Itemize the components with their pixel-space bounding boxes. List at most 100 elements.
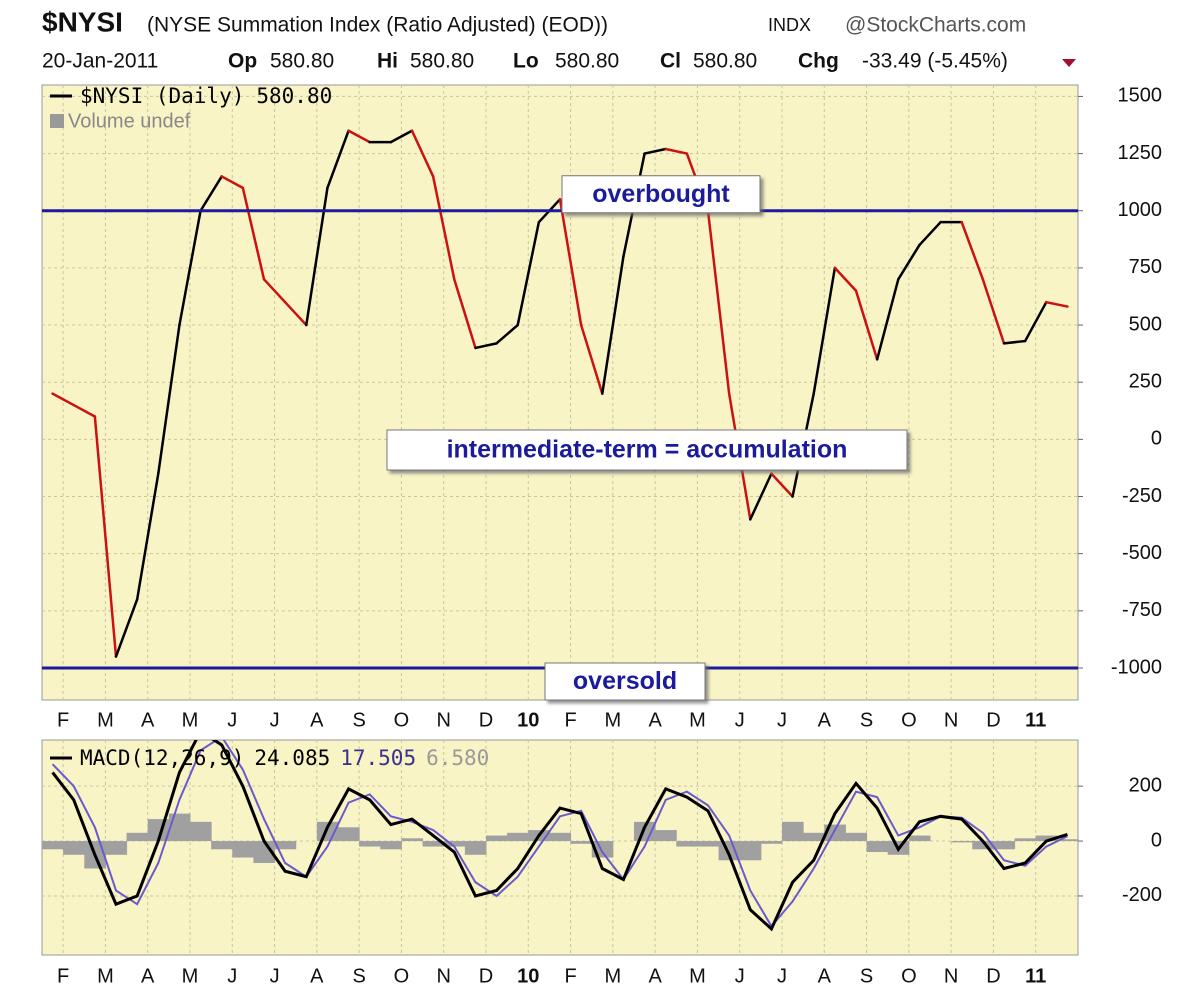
x-tick-label: N: [436, 965, 450, 987]
histogram-bar: [422, 841, 445, 847]
index-segment: [601, 255, 625, 395]
histogram-bar: [274, 841, 297, 850]
x-tick-label: S: [352, 709, 365, 731]
volume-icon: [50, 114, 64, 128]
index-segment: [262, 278, 287, 304]
legend-part: 24.085: [254, 746, 330, 770]
lo-label: Lo: [513, 50, 539, 73]
series-line: [51, 740, 1068, 928]
index-segment: [72, 403, 97, 418]
x-tick-label: F: [564, 709, 576, 731]
index-segment: [1023, 300, 1048, 343]
index-segment: [93, 415, 118, 658]
date: 20-Jan-2011: [42, 50, 158, 73]
y-tick-label: -200: [1122, 884, 1162, 906]
lo: 580.80: [555, 50, 619, 73]
cl: 580.80: [693, 50, 757, 73]
index-segment: [326, 129, 350, 190]
x-tick-label: D: [479, 709, 493, 731]
index-segment: [664, 147, 689, 155]
x-tick-label: M: [182, 965, 199, 987]
exchange: INDX: [768, 15, 811, 35]
x-tick-label: J: [735, 965, 745, 987]
y-tick-label: 500: [1129, 313, 1162, 335]
op-label: Op: [228, 50, 257, 73]
index-segment: [579, 323, 604, 395]
histogram-bar: [1056, 839, 1078, 842]
x-tick-label: S: [352, 965, 365, 987]
histogram-bar: [338, 827, 360, 842]
histogram-bar: [211, 841, 233, 850]
y-tick-label: 0: [1151, 829, 1162, 851]
y-tick-label: -1000: [1111, 656, 1162, 678]
histogram-bar: [42, 841, 64, 850]
y-tick-label: -250: [1122, 485, 1162, 507]
x-tick-label: N: [944, 965, 958, 987]
index-segment: [643, 147, 667, 155]
x-tick-label: 11: [1025, 965, 1046, 987]
overbought-label: overbought: [592, 180, 730, 208]
legend-part: MACD(12,26,9): [80, 746, 244, 770]
x-tick-label: M: [605, 709, 622, 731]
source: @StockCharts.com: [845, 14, 1026, 37]
histogram-bar: [168, 813, 191, 842]
histogram-bar: [739, 841, 762, 861]
y-tick-label: 250: [1129, 370, 1162, 392]
index-segment: [749, 472, 773, 521]
x-tick-label: F: [564, 965, 576, 987]
legend-value: 580.80: [256, 84, 332, 108]
plot-layer: [42, 740, 1078, 955]
histogram-bar: [105, 841, 128, 855]
x-tick-label: 10: [517, 965, 539, 987]
chg-label: Chg: [798, 50, 839, 73]
overbought-label-box: [561, 175, 761, 214]
x-tick-label: F: [57, 965, 69, 987]
histogram-bar: [126, 832, 149, 842]
x-tick-label: D: [986, 709, 1000, 731]
macd-legend: MACD(12,26,9) 24.085 17.505 6.580: [80, 746, 489, 770]
histogram-bar: [697, 841, 720, 847]
index-segment: [474, 342, 498, 350]
y-tick-label: 1250: [1118, 142, 1163, 164]
index-segment: [1002, 339, 1027, 345]
histogram-bar: [443, 841, 466, 847]
index-segment: [918, 220, 942, 247]
x-tick-label: A: [141, 709, 155, 731]
x-tick-label: 10: [517, 709, 539, 731]
histogram-bar: [1014, 838, 1037, 842]
x-tick-label: A: [818, 965, 832, 987]
legend-part: 6.580: [426, 746, 489, 770]
histogram-bar: [359, 841, 381, 847]
histogram-bar: [824, 824, 846, 842]
x-tick-label: M: [182, 709, 199, 731]
x-tick-label: S: [860, 965, 873, 987]
y-tick-label: 0: [1151, 428, 1162, 450]
histogram-bar: [570, 841, 593, 844]
x-tick-label: A: [648, 709, 662, 731]
op: 580.80: [270, 50, 334, 73]
legend-label: $NYSI (Daily): [80, 84, 244, 108]
down-arrow: [1062, 59, 1076, 67]
main-panel: [41, 84, 1079, 701]
x-tick-label: D: [986, 965, 1000, 987]
macd-panel: [41, 739, 1079, 956]
x-tick-label: A: [141, 965, 155, 987]
histogram-bar: [1035, 835, 1058, 842]
x-tick-label: A: [310, 709, 324, 731]
histogram-bar: [993, 841, 1016, 850]
y-tick-label: 200: [1129, 774, 1162, 796]
histogram-bar: [803, 832, 825, 842]
histogram-bar: [951, 841, 973, 843]
histogram-bar: [908, 835, 931, 842]
index-segment: [495, 323, 519, 345]
histogram-bar: [549, 832, 572, 842]
histogram-bar: [380, 841, 402, 850]
histogram-bar: [655, 830, 677, 842]
index-segment: [410, 129, 435, 178]
x-tick-label: N: [436, 709, 450, 731]
index-segment: [453, 278, 477, 350]
annotation: intermediate-term = accumulation: [447, 436, 848, 464]
histogram-bar: [464, 841, 487, 855]
histogram-bar: [845, 832, 868, 842]
